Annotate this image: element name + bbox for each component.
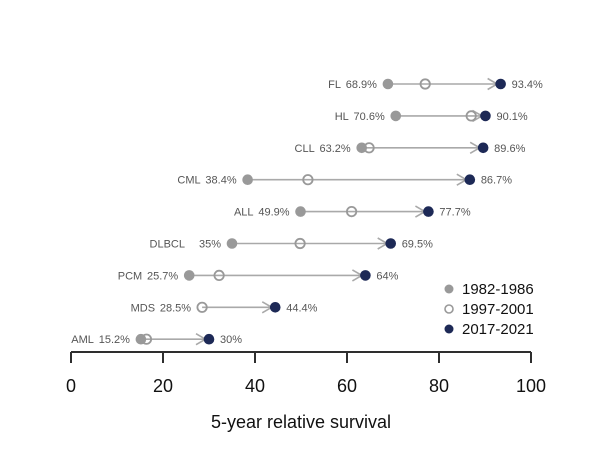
legend-marker-filled-navy-icon	[444, 324, 454, 334]
dot-2017-2021	[464, 174, 476, 185]
dot-1997-2001	[419, 78, 431, 90]
legend-item-1997-2001: 1997-2001	[444, 301, 534, 318]
row-name-label: ALL	[234, 207, 254, 219]
dot-2017-2021	[423, 206, 434, 217]
dot-1997-2001	[363, 142, 375, 154]
row-start-value: 25.7%	[147, 270, 178, 282]
x-axis-tick-label: 80	[429, 376, 449, 396]
row-name-label: FL	[328, 79, 341, 91]
row-start-value: 35%	[199, 239, 221, 251]
row-name-label: PCM	[118, 270, 142, 282]
row-end-value: 44.4%	[286, 302, 317, 314]
legend-item-1982-1986: 1982-1986	[444, 281, 534, 298]
row-name-label: CLL	[295, 143, 315, 155]
row-end-value: 86.7%	[481, 175, 512, 187]
legend-marker-filled-gray-icon	[444, 284, 454, 294]
legend-label: 1982-1986	[462, 281, 534, 298]
row-end-value: 89.6%	[494, 143, 525, 155]
dot-2017-2021	[269, 302, 281, 313]
row-start-value: 68.9%	[346, 79, 377, 91]
row-end-value: 90.1%	[496, 111, 527, 123]
x-axis-tick-label: 20	[153, 376, 173, 396]
x-axis-tick-label: 100	[516, 376, 546, 396]
dot-1997-2001	[302, 174, 314, 186]
dot-2017-2021	[477, 142, 489, 154]
row-start-value: 38.4%	[205, 175, 236, 187]
row-name-label: CML	[177, 175, 200, 187]
dot-1997-2001	[345, 206, 358, 218]
dot-1997-2001	[294, 237, 306, 250]
row-hl: HL 70.6% 90.1%	[335, 109, 528, 123]
legend-marker-open-gray-icon	[444, 304, 454, 314]
x-axis-tick-label: 0	[66, 376, 76, 396]
row-start-value: 15.2%	[99, 334, 130, 346]
legend-label: 2017-2021	[462, 321, 534, 338]
dot-1997-2001	[213, 269, 225, 281]
dot-1997-2001	[196, 301, 208, 313]
dot-2017-2021	[360, 270, 371, 281]
dot-1982-1986	[183, 270, 195, 281]
row-end-value: 93.4%	[512, 79, 543, 91]
row-all: ALL 49.9% 77.7%	[234, 205, 471, 219]
dot-2017-2021	[203, 333, 215, 345]
dot-2017-2021	[385, 238, 397, 249]
row-dlbcl: DLBCL 35% 69.5%	[150, 237, 433, 251]
row-end-value: 77.7%	[439, 207, 470, 219]
x-axis: 0 20 40 60 80 100	[66, 351, 546, 396]
dot-1997-2001	[465, 110, 477, 122]
dot-1997-2001	[140, 333, 153, 345]
row-pcm: PCM 25.7% 64%	[118, 269, 399, 282]
row-start-value: 28.5%	[160, 302, 191, 314]
row-start-value: 70.6%	[354, 111, 385, 123]
dot-1982-1986	[382, 78, 394, 90]
dot-2017-2021	[495, 78, 506, 90]
row-end-value: 69.5%	[402, 239, 433, 251]
row-name-label: AML	[71, 334, 94, 346]
row-end-value: 30%	[220, 334, 242, 346]
row-start-value: 49.9%	[258, 207, 289, 219]
x-axis-tick-label: 40	[245, 376, 265, 396]
dot-1982-1986	[242, 174, 253, 185]
x-axis-tick-label: 60	[337, 376, 357, 396]
legend: 1982-1986 1997-2001 2017-2021	[444, 281, 534, 338]
row-name-label: HL	[335, 111, 349, 123]
row-name-label: DLBCL	[150, 239, 185, 251]
row-cml: CML 38.4% 86.7%	[177, 173, 512, 187]
row-start-value: 63.2%	[320, 143, 351, 155]
row-name-label: MDS	[131, 302, 155, 314]
legend-item-2017-2021: 2017-2021	[444, 321, 534, 338]
dot-1982-1986	[226, 238, 238, 249]
x-axis-title: 5-year relative survival	[211, 412, 391, 432]
legend-label: 1997-2001	[462, 301, 534, 318]
row-end-value: 64%	[376, 270, 398, 282]
dot-1982-1986	[295, 206, 306, 217]
row-cll: CLL 63.2% 89.6%	[295, 141, 526, 155]
dot-1982-1986	[390, 110, 402, 122]
chart-rows: FL 68.9% 93.4% HL 70.6% 90.1% CLL 63.2% 89.6% CML…	[71, 77, 543, 346]
row-mds: MDS 28.5% 44.4%	[131, 301, 318, 314]
row-aml: AML 15.2% 30%	[71, 333, 242, 346]
dot-2017-2021	[480, 110, 491, 122]
row-fl: FL 68.9% 93.4%	[328, 77, 543, 91]
